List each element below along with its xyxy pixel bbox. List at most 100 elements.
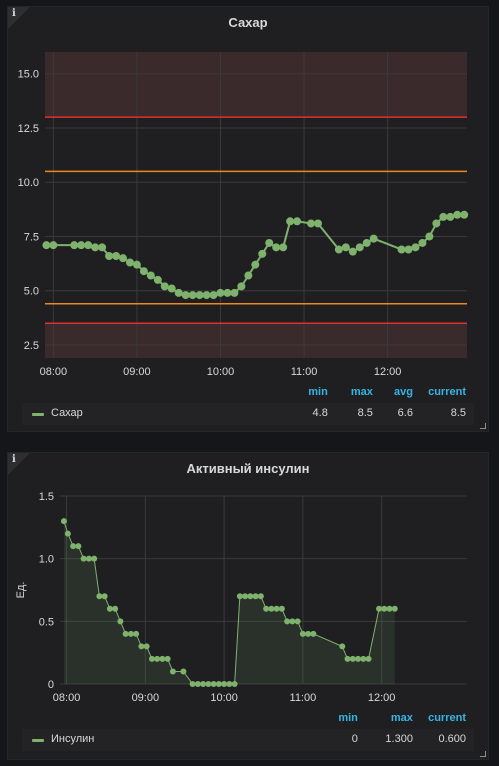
data-point: [127, 630, 134, 637]
legend-header-current[interactable]: current: [428, 712, 466, 724]
x-tick-label: 12:00: [368, 692, 396, 704]
data-point: [237, 282, 246, 291]
data-point: [202, 291, 211, 300]
resize-handle-icon[interactable]: [480, 751, 486, 757]
x-tick-label: 11:00: [290, 692, 317, 704]
data-point: [446, 212, 455, 221]
data-point: [112, 605, 119, 612]
legend-header-max[interactable]: max: [350, 386, 373, 398]
data-point: [257, 593, 264, 600]
data-point: [294, 618, 301, 625]
data-point: [125, 258, 134, 267]
data-point: [60, 518, 67, 525]
data-point: [169, 668, 176, 675]
data-point: [195, 291, 204, 300]
data-point: [181, 291, 190, 300]
data-point: [244, 271, 253, 280]
legend-series-name[interactable]: Сахар: [51, 407, 83, 419]
data-point: [251, 260, 260, 269]
data-point: [167, 284, 176, 293]
data-point: [307, 219, 316, 228]
data-point: [91, 243, 100, 252]
data-point: [404, 245, 413, 254]
data-point: [200, 681, 207, 687]
panel-info-corner[interactable]: [8, 453, 30, 475]
legend-header-min[interactable]: min: [338, 712, 358, 724]
legend-value-max: 8.5: [357, 407, 373, 419]
data-point: [122, 630, 129, 637]
data-point: [310, 630, 317, 637]
legend-value-current: 8.5: [450, 407, 466, 419]
data-point: [194, 681, 201, 687]
data-point: [268, 605, 275, 612]
data-point: [334, 245, 343, 254]
legend-row[interactable]: Инсулин 0 1.300 0.600: [22, 729, 474, 751]
legend-header: min max avg current: [300, 386, 466, 398]
data-point: [272, 243, 281, 252]
legend-header-max[interactable]: max: [390, 712, 413, 724]
data-point: [460, 210, 469, 219]
data-point: [96, 593, 103, 600]
info-icon[interactable]: i: [12, 8, 16, 19]
legend-series-name[interactable]: Инсулин: [51, 733, 95, 745]
data-point: [160, 282, 169, 291]
data-point: [348, 247, 357, 256]
data-point: [70, 241, 79, 250]
data-point: [153, 275, 162, 284]
series-color-swatch[interactable]: [32, 739, 44, 742]
insulin-chart[interactable]: 0 0.5 1.0 1.5 08:00 09:00 10:00 11:00 12:00 Ед.: [8, 453, 490, 761]
legend-header: min max current: [330, 712, 466, 724]
data-point: [265, 238, 274, 247]
data-point: [258, 249, 267, 258]
data-point: [148, 655, 155, 662]
y-tick-label: 0.5: [39, 616, 54, 628]
resize-handle-icon[interactable]: [480, 423, 486, 429]
data-point: [132, 260, 141, 269]
legend-value-current: 0.600: [438, 733, 466, 745]
data-point: [215, 681, 222, 687]
data-point: [105, 252, 114, 260]
data-point: [209, 291, 218, 300]
sugar-chart[interactable]: 2.5 5.0 7.5 10.0 12.5 15.0 08:00 09:00 10:00 11:0…: [8, 7, 490, 433]
data-point: [188, 291, 197, 300]
data-point: [98, 243, 107, 252]
legend-header-min[interactable]: min: [308, 386, 328, 398]
data-point: [344, 655, 351, 662]
legend-row[interactable]: Сахар 4.8 8.5 6.6 8.5: [22, 403, 474, 425]
data-point: [174, 288, 183, 297]
data-point: [355, 243, 364, 252]
sugar-panel: i Сахар 2.5 5.0 7.5 10.0 12.5 15.0 08:00 09:00 1…: [7, 6, 489, 432]
legend-header-current[interactable]: current: [428, 386, 466, 398]
data-point: [391, 605, 398, 612]
x-tick-label: 10:00: [210, 692, 238, 704]
data-point: [273, 605, 280, 612]
legend-value-max: 1.300: [385, 733, 413, 745]
data-point: [360, 655, 367, 662]
lower-critical-band: [45, 323, 467, 358]
data-point: [85, 555, 92, 562]
data-point: [230, 288, 239, 297]
data-point: [106, 605, 113, 612]
data-point: [376, 605, 383, 612]
series-color-swatch[interactable]: [32, 413, 44, 416]
x-tick-label: 08:00: [40, 366, 68, 378]
panel-title[interactable]: Активный инсулин: [186, 461, 310, 476]
x-tick-label: 09:00: [132, 692, 160, 704]
legend-value-avg: 6.6: [397, 407, 413, 419]
data-point: [75, 543, 82, 550]
panel-title[interactable]: Сахар: [228, 15, 268, 30]
info-icon[interactable]: i: [12, 454, 16, 465]
data-point: [349, 655, 356, 662]
data-point: [223, 288, 232, 297]
data-point: [80, 555, 87, 562]
legend-header-avg[interactable]: avg: [393, 386, 413, 398]
panel-info-corner[interactable]: [8, 7, 30, 29]
x-tick-label: 11:00: [291, 366, 318, 378]
data-point: [205, 681, 212, 687]
data-point: [397, 245, 406, 254]
data-point: [49, 241, 58, 250]
y-tick-label: 5.0: [24, 286, 39, 298]
y-tick-label: 7.5: [24, 231, 39, 243]
y-tick-label: 10.0: [18, 177, 39, 189]
data-point: [242, 593, 249, 600]
